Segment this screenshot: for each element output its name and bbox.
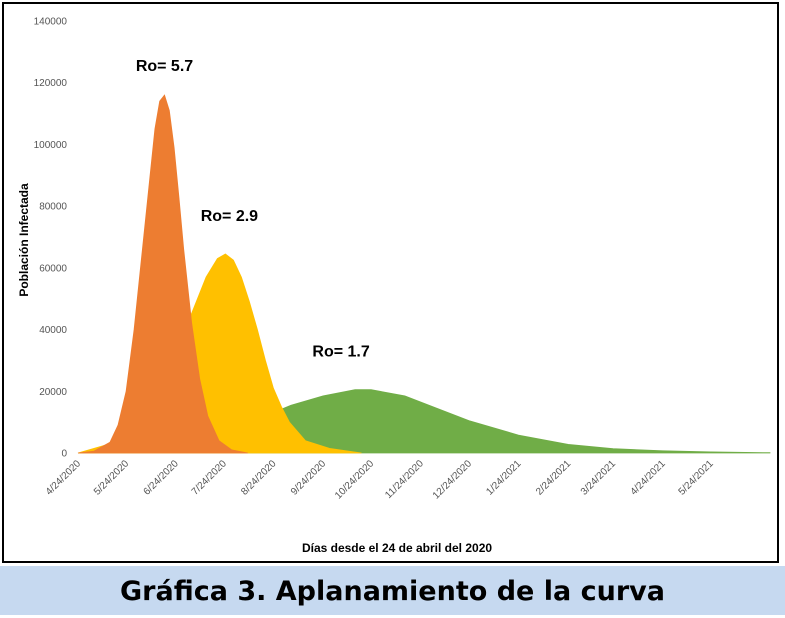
y-tick-label: 100000 <box>34 140 68 151</box>
label-ro-1-7: Ro= 1.7 <box>312 344 369 361</box>
label-ro-5-7: Ro= 5.7 <box>136 58 193 75</box>
x-tick-label: 11/24/2020 <box>383 458 426 501</box>
y-tick-label: 0 <box>61 449 67 460</box>
y-tick-label: 140000 <box>34 17 68 28</box>
x-tick-label: 2/24/2021 <box>534 458 574 498</box>
x-tick-label: 3/24/2021 <box>579 458 619 498</box>
figure-caption: Gráfica 3. Aplanamiento de la curva <box>120 576 665 607</box>
x-axis-title: Días desde el 24 de abril del 2020 <box>302 541 492 555</box>
y-tick-label: 80000 <box>39 202 67 213</box>
y-tick-label: 20000 <box>39 387 67 398</box>
x-tick-label: 1/24/2021 <box>484 458 524 498</box>
chart-frame <box>2 2 779 563</box>
x-tick-label: 10/24/2020 <box>333 458 376 501</box>
x-tick-label: 7/24/2020 <box>190 458 230 498</box>
area-ro-5-7 <box>77 94 248 454</box>
x-tick-label: 5/24/2021 <box>677 458 717 498</box>
x-tick-label: 5/24/2020 <box>92 458 132 498</box>
chart: Población Infectada Días desde el 24 de … <box>17 17 771 555</box>
x-tick-label: 4/24/2021 <box>629 458 669 498</box>
x-tick-label: 9/24/2020 <box>289 458 329 498</box>
label-ro-2-9: Ro= 2.9 <box>201 208 258 225</box>
y-tick-label: 40000 <box>39 325 67 336</box>
series-areas <box>77 94 771 454</box>
x-tick-label: 4/24/2020 <box>44 458 84 498</box>
y-tick-label: 60000 <box>39 263 67 274</box>
x-tick-label: 8/24/2020 <box>239 458 279 498</box>
x-tick-label: 6/24/2020 <box>142 458 182 498</box>
x-tick-label: 12/24/2020 <box>431 458 474 501</box>
y-tick-label: 120000 <box>34 78 68 89</box>
series-annotations: Ro= 5.7 Ro= 2.9 Ro= 1.7 <box>136 58 370 361</box>
caption-band: Gráfica 3. Aplanamiento de la curva <box>0 566 785 615</box>
y-axis-title: Población Infectada <box>17 183 31 297</box>
